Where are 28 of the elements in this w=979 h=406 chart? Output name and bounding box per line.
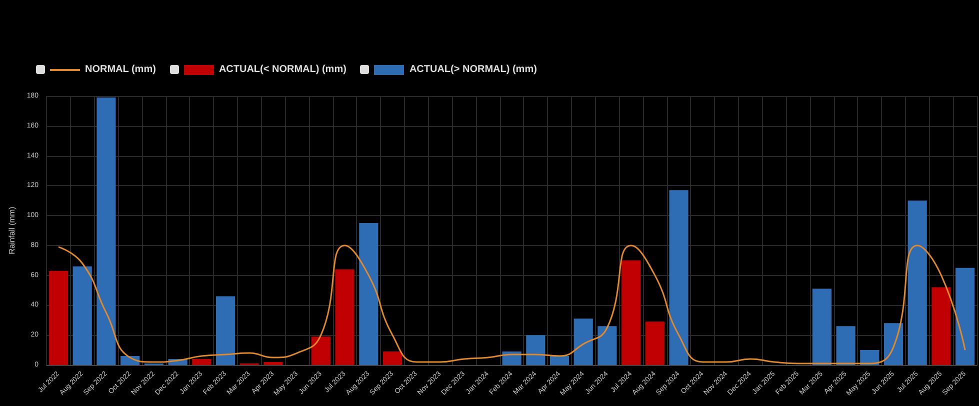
line-series [58,244,966,364]
y-axis-title: Rainfall (mm) [8,206,16,254]
bar [622,260,641,365]
bar [550,356,570,365]
bar [812,288,832,365]
bar [884,323,904,365]
legend-label: ACTUAL(> NORMAL) (mm) [409,64,537,75]
bar [908,200,927,365]
bar [932,287,951,365]
bar [335,269,354,365]
legend-label: NORMAL (mm) [85,64,156,75]
bar [526,335,546,365]
bar [669,190,688,365]
bar [96,97,116,365]
bar [574,318,593,365]
bar [956,268,975,365]
bar [836,326,856,365]
bar [598,326,617,365]
bar [216,296,236,365]
bar [359,223,378,365]
bar [311,336,330,365]
bar [382,352,402,365]
bar [48,270,68,365]
legend-label: ACTUAL(< NORMAL) (mm) [218,64,346,75]
bar [72,266,92,365]
bar [645,322,664,365]
bar [264,362,283,365]
bar [192,359,212,365]
